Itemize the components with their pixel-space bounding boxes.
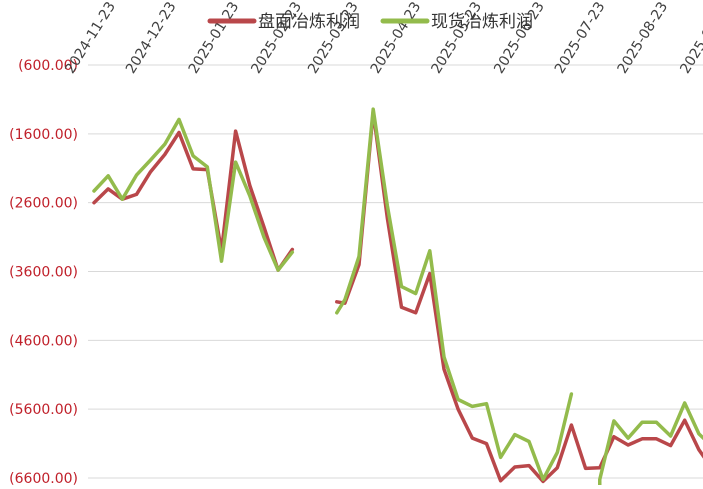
legend-item: 盘面冶炼利润 [207,12,360,32]
series-line-1 [92,117,295,272]
y-tick-label: (5600.00) [9,402,78,418]
y-axis-ticks: (600.00) (1600.00) (2600.00) (3600.00) (4600… [9,58,78,487]
y-tick-label: (4600.00) [9,333,78,349]
y-tick-label: (2600.00) [9,196,78,212]
series-line-1 [598,401,703,482]
y-tick-label: (600.00) [18,58,78,74]
legend-item: 现货冶炼利润 [380,12,533,32]
legend-label: 现货冶炼利润 [431,12,533,32]
series-line-0 [335,110,703,484]
series-lines [92,107,703,489]
y-tick-label: (1600.00) [9,127,78,143]
y-tick-label: (6600.00) [9,471,78,485]
legend-label: 盘面冶炼利润 [258,12,360,32]
gridlines [88,64,703,479]
series-line-0 [92,129,295,272]
legend: 盘面冶炼利润 现货冶炼利润 [207,12,533,32]
y-tick-label: (3600.00) [9,265,78,281]
series-line-1 [335,107,574,482]
